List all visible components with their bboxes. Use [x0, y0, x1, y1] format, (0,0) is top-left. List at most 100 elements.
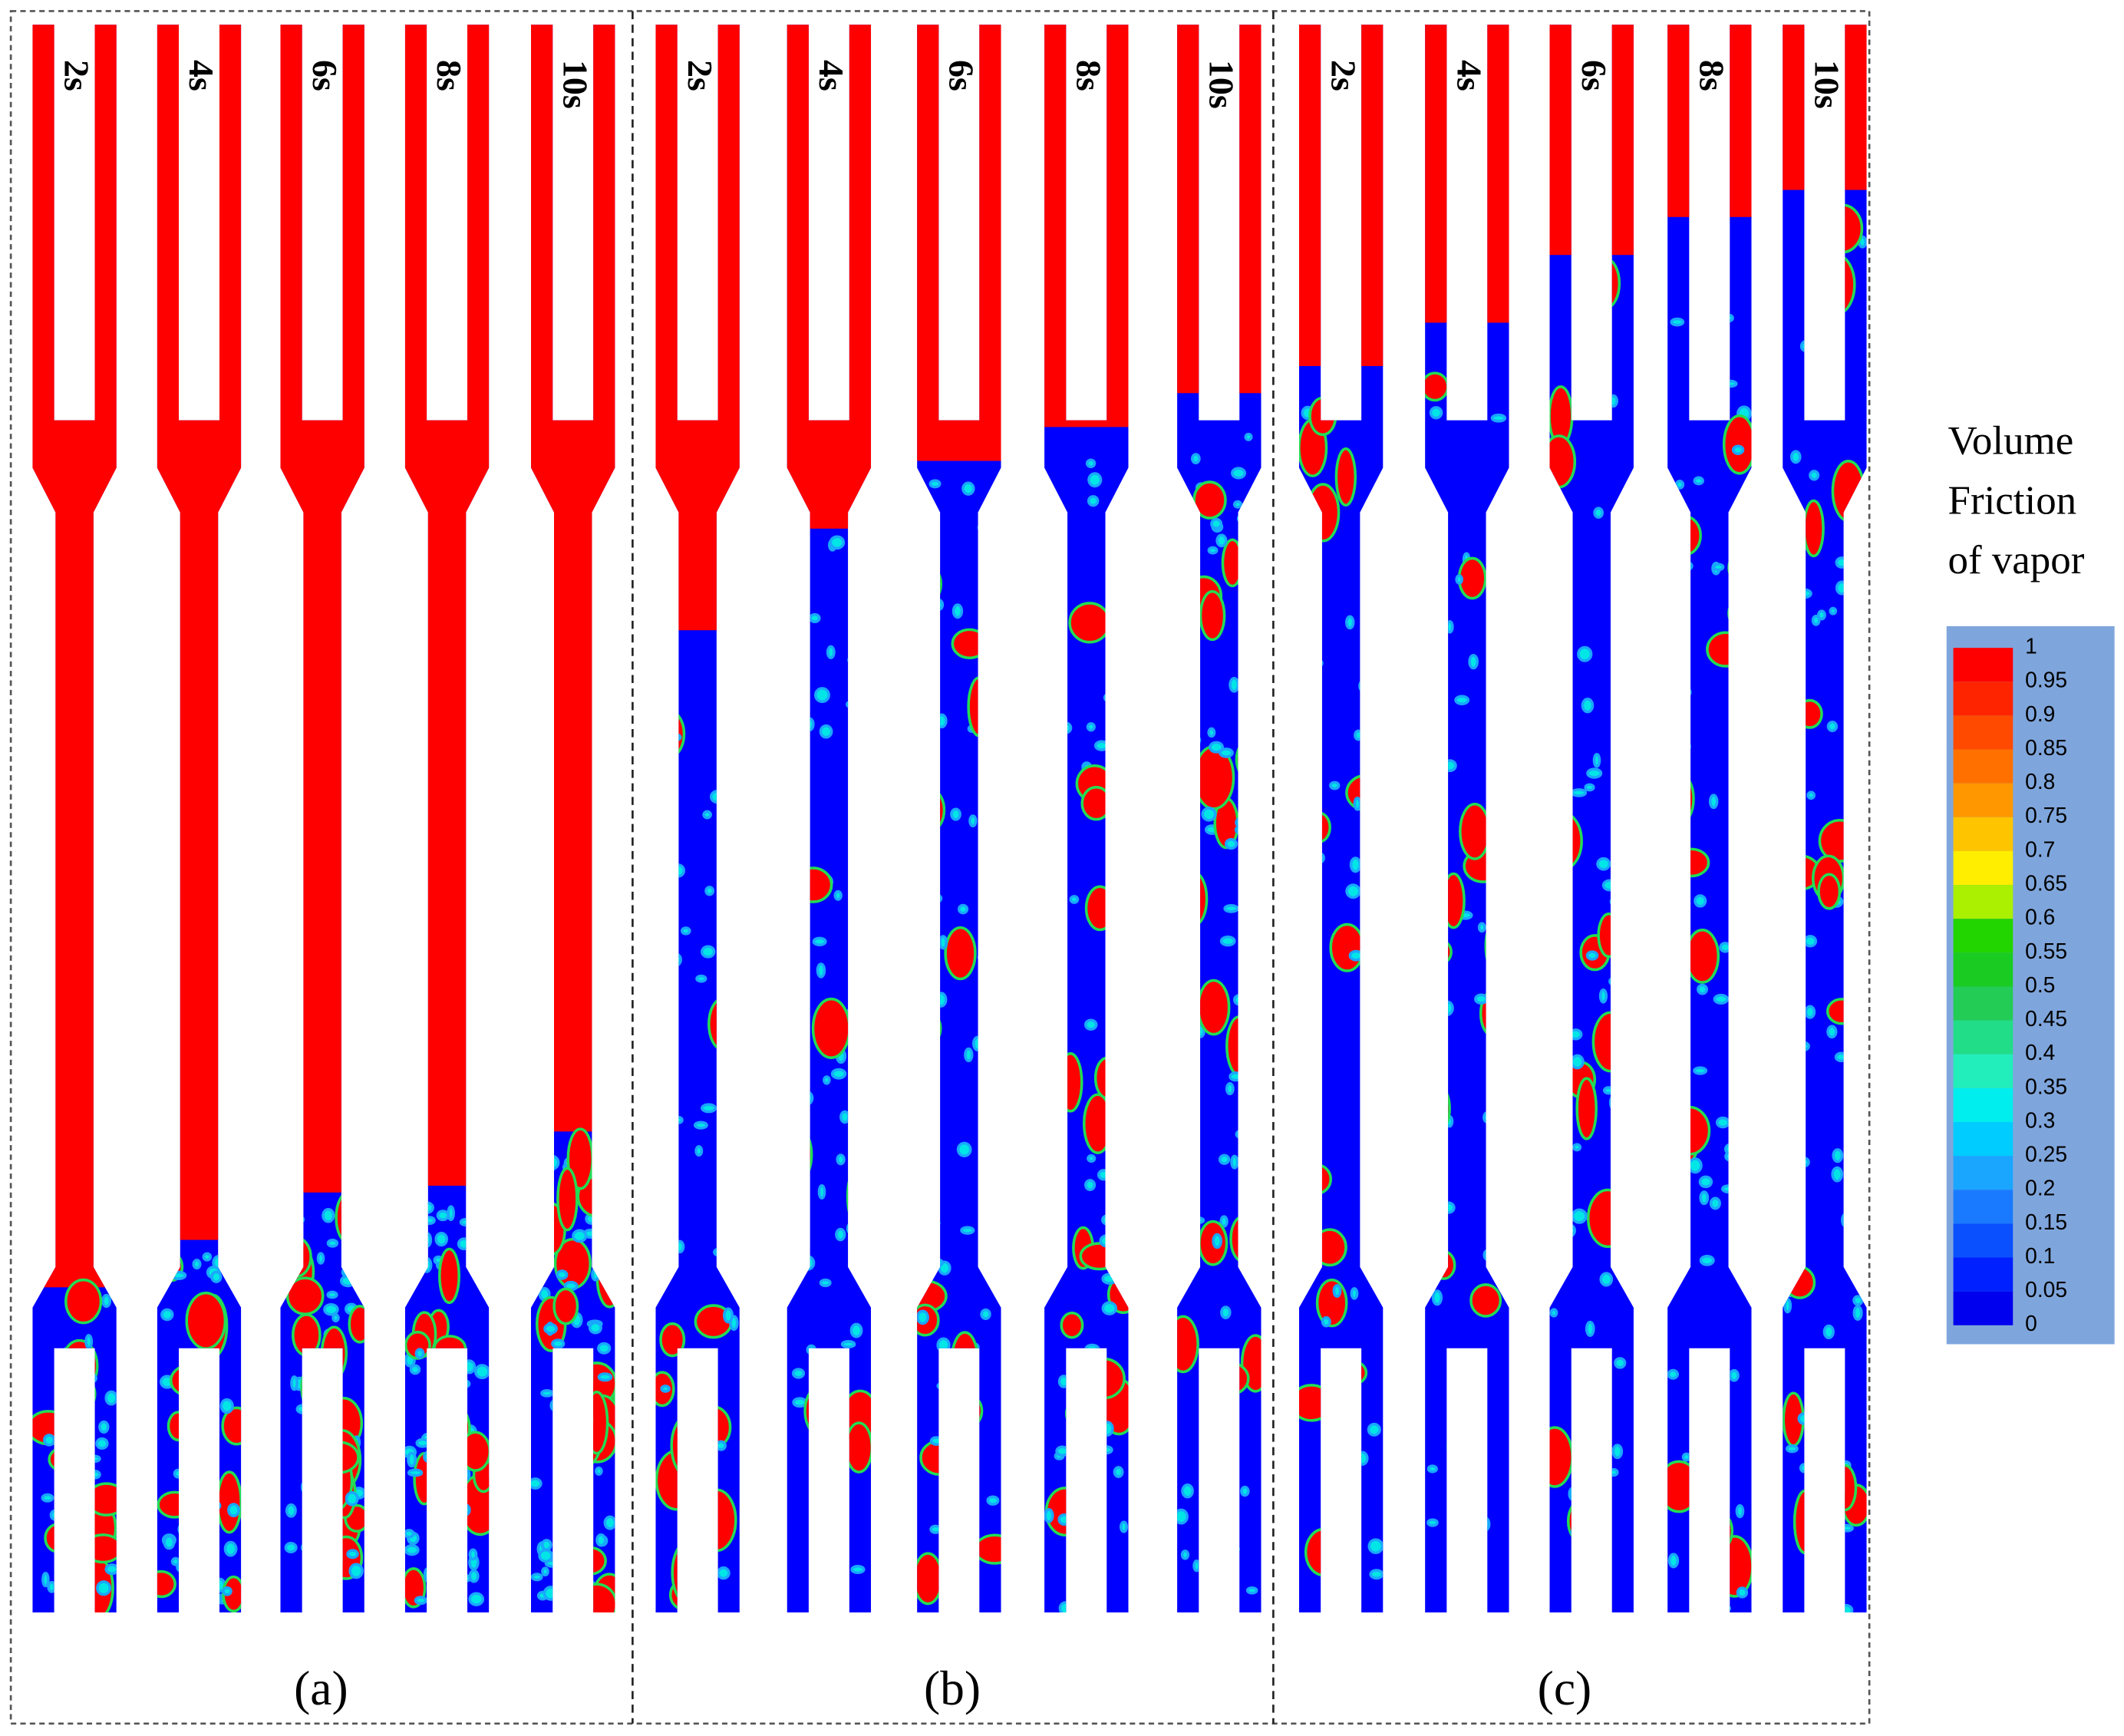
- bubble: [1715, 1116, 1730, 1129]
- time-label: 10s: [556, 60, 595, 109]
- bubble: [1345, 615, 1355, 630]
- bubble: [836, 1153, 846, 1166]
- bubble: [1611, 1444, 1624, 1460]
- colorbar-tick-label: 0.55: [2025, 939, 2067, 963]
- bubble: [1817, 873, 1842, 910]
- bubble: [1349, 856, 1362, 873]
- panel-label: (a): [294, 1661, 348, 1715]
- bubble: [938, 935, 948, 950]
- bubble: [833, 889, 843, 901]
- bubble: [1670, 317, 1685, 327]
- bubble: [1803, 935, 1818, 948]
- bubble: [468, 1548, 478, 1561]
- bubble: [960, 1226, 975, 1235]
- bubble: [1581, 698, 1595, 714]
- bubble: [404, 1529, 415, 1539]
- bubble: [160, 1308, 174, 1322]
- bubble: [1232, 500, 1243, 509]
- bubble: [1369, 1569, 1384, 1580]
- bubble: [1455, 574, 1463, 585]
- legend-title: of vapor: [1948, 538, 2085, 583]
- colorbar-tick-label: 1: [2025, 634, 2037, 658]
- bubble: [221, 1406, 242, 1446]
- bubble: [588, 1321, 602, 1335]
- bubble: [414, 1348, 425, 1359]
- bubble: [1570, 1054, 1585, 1070]
- bubble: [1086, 722, 1096, 732]
- legend-title: Volume: [1948, 419, 2074, 464]
- bubble: [1219, 1215, 1229, 1228]
- bubble: [219, 1398, 234, 1414]
- time-label: 2s: [58, 60, 97, 91]
- bubble: [1068, 602, 1111, 644]
- bubble: [816, 962, 826, 979]
- bubble: [1469, 1283, 1502, 1318]
- bubble: [223, 1540, 238, 1557]
- colorbar-band: [1953, 919, 2014, 953]
- colorbar-tick-label: 0.35: [2025, 1074, 2067, 1098]
- colorbar-band: [1953, 1257, 2014, 1292]
- bubble: [850, 1565, 866, 1575]
- bubble: [1087, 1153, 1097, 1163]
- bubble: [811, 997, 851, 1059]
- bubble: [1240, 1485, 1250, 1497]
- bubble: [1219, 936, 1236, 947]
- bubble: [1119, 1520, 1129, 1533]
- bubble: [809, 612, 821, 624]
- bubble: [1731, 444, 1745, 456]
- bubble: [447, 1205, 456, 1222]
- bubble: [552, 1287, 579, 1325]
- bubble: [844, 1421, 872, 1474]
- bubble: [1592, 753, 1601, 768]
- bubble: [1425, 371, 1450, 402]
- bubble: [210, 1270, 223, 1284]
- bubble: [1571, 1208, 1588, 1224]
- colorbar-band: [1953, 1087, 2014, 1122]
- colorbar-band: [1953, 850, 2014, 886]
- bubble: [1681, 1452, 1691, 1462]
- bubble: [1190, 453, 1201, 465]
- bubble: [1224, 837, 1238, 850]
- bubble: [1687, 1157, 1703, 1174]
- colorbar-band: [1953, 986, 2014, 1021]
- bubble: [1684, 929, 1720, 984]
- bubble: [817, 1184, 826, 1200]
- outer-border: [9, 10, 1871, 1725]
- bubble: [1245, 1586, 1258, 1595]
- bubble: [556, 1269, 569, 1280]
- bubble: [1215, 533, 1228, 548]
- bubble: [819, 724, 833, 739]
- colorbar-tick-label: 0.3: [2025, 1107, 2055, 1132]
- bubble: [414, 1596, 427, 1606]
- bubble: [1329, 922, 1365, 972]
- bubble: [1811, 615, 1821, 626]
- bubble: [438, 1247, 460, 1305]
- bubble: [404, 1544, 420, 1556]
- bubble: [950, 807, 961, 821]
- bubble: [830, 1068, 847, 1080]
- time-label: 6s: [942, 60, 981, 91]
- bubble: [1822, 1324, 1835, 1340]
- colorbar-tick-label: 0.75: [2025, 803, 2067, 827]
- bubble: [285, 1503, 297, 1518]
- bubble: [540, 1389, 554, 1398]
- bubble: [917, 1309, 929, 1325]
- bubble: [47, 1580, 57, 1593]
- bubble: [43, 1434, 56, 1447]
- bubble: [1585, 1320, 1595, 1337]
- bubble: [407, 1468, 424, 1477]
- bubble: [1181, 1484, 1194, 1499]
- bubble: [1571, 788, 1588, 797]
- bubble: [170, 1556, 180, 1566]
- bubble: [1708, 794, 1719, 810]
- bubble: [531, 1573, 543, 1582]
- bubble: [1192, 480, 1227, 520]
- bubble: [1044, 1508, 1054, 1523]
- channels: [32, 25, 1867, 1613]
- bubble: [101, 1293, 112, 1309]
- bubble: [1585, 950, 1599, 961]
- bubble: [227, 1503, 240, 1518]
- bubble: [84, 1334, 94, 1350]
- bubble: [660, 1385, 671, 1393]
- bubble: [603, 1515, 615, 1530]
